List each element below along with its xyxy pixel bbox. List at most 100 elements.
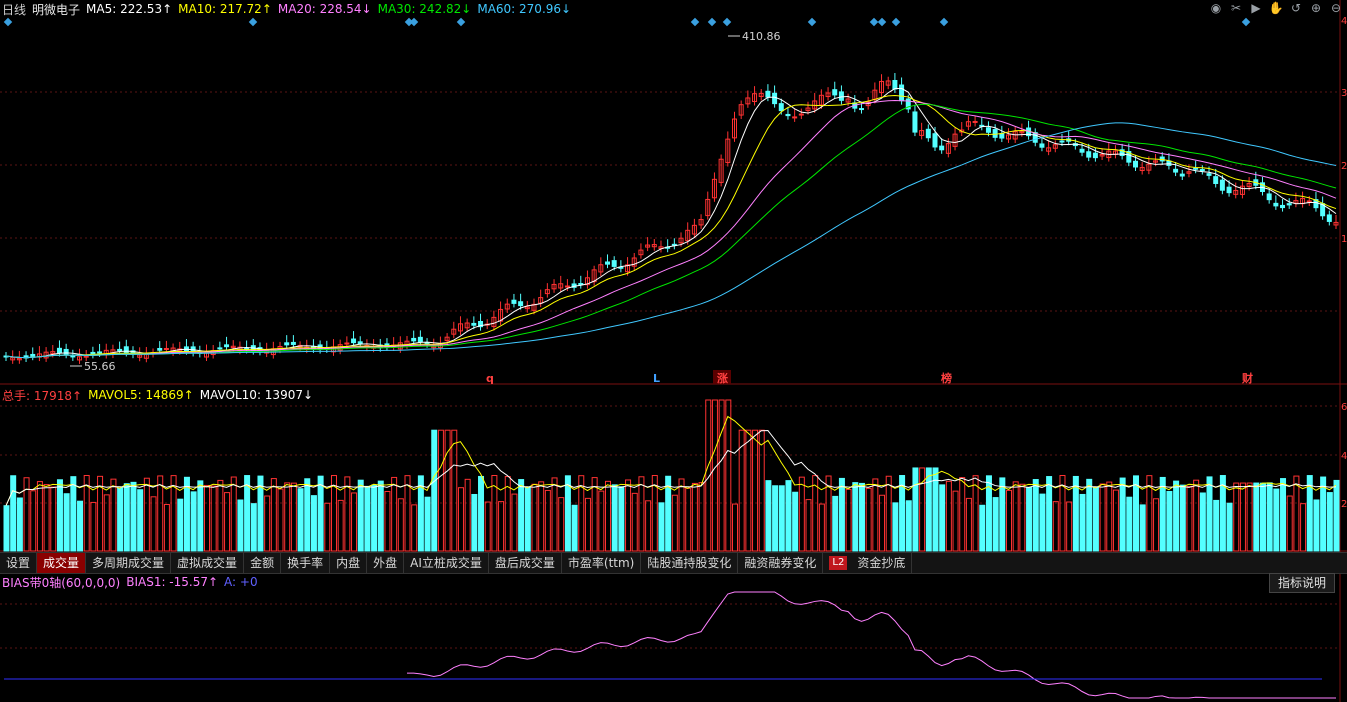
- volume-bar: [50, 486, 57, 552]
- eye-icon[interactable]: ◉: [1210, 1, 1222, 15]
- candle-body: [798, 113, 804, 116]
- volume-bar: [919, 467, 926, 552]
- volume-bar: [183, 476, 190, 552]
- chart-header: 日线 明微电子 MA5: 222.53↑ MA10: 217.72↑ MA20:…: [0, 0, 577, 18]
- volume-bar: [1006, 489, 1013, 552]
- volume-bar: [457, 487, 464, 552]
- volume-bar: [738, 429, 745, 552]
- volume-bar: [718, 399, 725, 552]
- candle-body: [772, 92, 778, 105]
- price-axis-tick: 2: [1341, 161, 1347, 172]
- tab-l2-fund[interactable]: 资金抄底: [851, 553, 913, 573]
- tab-11[interactable]: 陆股通持股变化: [641, 553, 739, 573]
- candle-body: [16, 358, 22, 361]
- volume-bar: [651, 475, 658, 552]
- volume-bar: [999, 477, 1006, 552]
- volume-bar: [865, 487, 872, 552]
- volume-bar: [845, 488, 852, 552]
- volume-bar: [204, 484, 211, 552]
- event-marker-bg: [713, 370, 731, 384]
- volume-bar: [1173, 480, 1180, 552]
- ma60-line: [5, 122, 1337, 359]
- volume-bar: [992, 497, 999, 552]
- candle-body: [551, 283, 557, 290]
- candle-body: [558, 283, 564, 289]
- candle-body: [925, 128, 931, 139]
- candle-body: [1213, 176, 1219, 184]
- tab-1[interactable]: 成交量: [37, 553, 87, 573]
- hand-icon[interactable]: ✋: [1268, 1, 1284, 15]
- ma30-line: [5, 103, 1337, 359]
- candle-body: [1059, 140, 1065, 143]
- volume-bar: [117, 487, 124, 552]
- candle-body: [123, 346, 129, 353]
- volume-bar: [217, 479, 224, 552]
- candle-body: [290, 341, 296, 345]
- scissors-icon[interactable]: ✂: [1230, 1, 1242, 15]
- volume-axis-tick: 4: [1341, 451, 1347, 462]
- tab-9[interactable]: 盘后成交量: [489, 553, 562, 573]
- volume-bar: [671, 494, 678, 552]
- candle-body: [511, 299, 517, 304]
- candle-body: [992, 129, 998, 138]
- candle-body: [1226, 186, 1232, 194]
- candle-body: [745, 97, 751, 105]
- candle-body: [711, 178, 717, 199]
- candle-body: [1199, 169, 1205, 172]
- volume-bar: [478, 475, 485, 552]
- volume-bar: [364, 485, 371, 552]
- candle-body: [651, 244, 657, 248]
- volume-bar: [598, 490, 605, 552]
- volume-bar: [705, 399, 712, 552]
- volume-bar: [939, 484, 946, 552]
- volume-bar: [417, 475, 424, 552]
- candle-body: [1153, 160, 1159, 163]
- candle-body: [1186, 171, 1192, 174]
- tab-6[interactable]: 内盘: [330, 553, 368, 573]
- volume-bar: [892, 502, 899, 552]
- volume-bar: [1246, 482, 1253, 552]
- volume-bar: [90, 501, 97, 552]
- volume-bar: [451, 429, 458, 552]
- undo-icon[interactable]: ↺: [1290, 1, 1302, 15]
- zoom-out-icon[interactable]: ⊖: [1330, 1, 1342, 15]
- volume-bar: [1313, 499, 1320, 552]
- volume-bar: [731, 503, 738, 552]
- tab-7[interactable]: 外盘: [367, 553, 405, 573]
- chart-toolbar: ◉ ✂ ▶ ✋ ↺ ⊕ ⊖: [1209, 1, 1343, 15]
- volume-bar: [137, 489, 144, 552]
- volume-bar: [1253, 482, 1260, 552]
- tab-12[interactable]: 融资融券变化: [738, 553, 824, 573]
- volume-bar: [965, 497, 972, 552]
- tab-5[interactable]: 换手率: [281, 553, 331, 573]
- volume-bar: [1126, 496, 1133, 552]
- bias-line: [407, 591, 1336, 699]
- volume-bar: [912, 467, 919, 552]
- signal-diamond: [409, 17, 419, 27]
- volume-bar: [357, 479, 364, 552]
- volume-bar: [899, 475, 906, 552]
- tab-2[interactable]: 多周期成交量: [86, 553, 172, 573]
- signal-diamond: [891, 17, 901, 27]
- volume-bar: [752, 429, 759, 552]
- tab-3[interactable]: 虚拟成交量: [171, 553, 245, 573]
- price-axis-tick: 3: [1341, 88, 1347, 99]
- zoom-in-icon[interactable]: ⊕: [1310, 1, 1322, 15]
- tab-10[interactable]: 市盈率(ttm): [562, 553, 642, 573]
- volume-bar: [36, 481, 43, 552]
- volume-bar: [872, 478, 879, 552]
- tab-0[interactable]: 设置: [0, 553, 38, 573]
- high-price-label: 410.86: [742, 30, 781, 43]
- tab-8[interactable]: AI立桩成交量: [404, 553, 489, 573]
- volume-bar: [745, 429, 752, 552]
- volume-axis-tick: 6: [1341, 402, 1347, 413]
- play-icon[interactable]: ▶: [1251, 1, 1261, 15]
- period-label[interactable]: 日线: [2, 2, 27, 17]
- volume-bar: [1213, 499, 1220, 552]
- tab-4[interactable]: 金额: [244, 553, 282, 573]
- indicator-explain-button[interactable]: 指标说明: [1268, 573, 1335, 593]
- candle-body: [879, 80, 885, 94]
- candle-body: [605, 261, 611, 265]
- candle-body: [678, 237, 684, 244]
